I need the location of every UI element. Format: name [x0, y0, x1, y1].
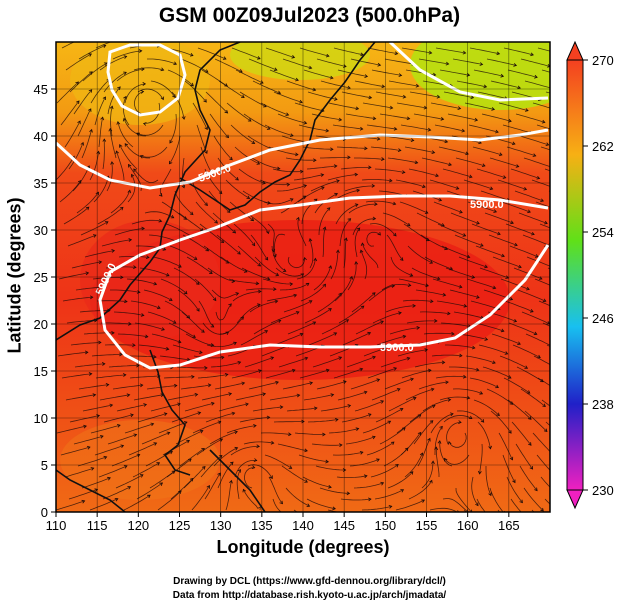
colorbar-tick-label: 270	[592, 53, 614, 68]
map-title: GSM 00Z09Jul2023 (500.0hPa)	[158, 4, 461, 27]
lon-tick-label: 110	[46, 518, 67, 533]
colorbar-tick-label: 246	[592, 311, 614, 326]
credit-data: Data from http://database.rish.kyoto-u.a…	[172, 590, 447, 601]
lat-tick-label: 30	[34, 223, 48, 238]
plot-frame	[55, 41, 551, 513]
colorbar-min-arrow	[566, 489, 584, 510]
lon-tick-label: 135	[251, 518, 273, 533]
lon-tick-label: 125	[169, 518, 191, 533]
colorbar	[566, 40, 584, 510]
lon-tick-label: 140	[292, 518, 314, 533]
contour-label: 5900.0	[470, 199, 504, 211]
colorbar-max-arrow	[566, 40, 584, 61]
colorbar-tick-label: 262	[592, 139, 614, 154]
temperature-field	[56, 42, 550, 512]
colorbar-tick-label: 230	[592, 483, 614, 498]
lon-tick-label: 150	[374, 518, 396, 533]
lat-tick-label: 45	[34, 82, 48, 97]
lon-tick-label: 145	[333, 518, 355, 533]
colorbar-tick-label: 238	[592, 397, 614, 412]
credit-drawing: Drawing by DCL (https://www.gfd-dennou.o…	[173, 576, 446, 587]
colorbar-tick-label: 254	[592, 225, 614, 240]
lat-tick-label: 0	[41, 505, 48, 520]
geopotential-5900-contour	[56, 42, 550, 370]
lon-tick-label: 130	[210, 518, 232, 533]
colorbar-ticks: 270 262 254 246 238 230	[583, 53, 614, 498]
map-axes: 110 115 120 125 130 135 140 145 150 155 160 165 0 5 10…	[34, 82, 520, 533]
lon-tick-label: 120	[127, 518, 149, 533]
lon-tick-label: 155	[416, 518, 438, 533]
lat-tick-label: 35	[34, 176, 48, 191]
lat-tick-label: 20	[34, 317, 48, 332]
lat-tick-label: 5	[41, 458, 48, 473]
lon-tick-label: 165	[498, 518, 520, 533]
lat-tick-label: 40	[34, 129, 48, 144]
contour-label: 5900.0	[380, 342, 414, 354]
lat-tick-label: 10	[34, 411, 48, 426]
lat-tick-label: 15	[34, 364, 48, 379]
lon-tick-label: 115	[87, 518, 108, 533]
lat-tick-label: 25	[34, 270, 48, 285]
y-axis-label: Latitude (degrees)	[4, 197, 25, 354]
x-axis-label: Longitude (degrees)	[216, 537, 390, 557]
lon-tick-label: 160	[457, 518, 479, 533]
